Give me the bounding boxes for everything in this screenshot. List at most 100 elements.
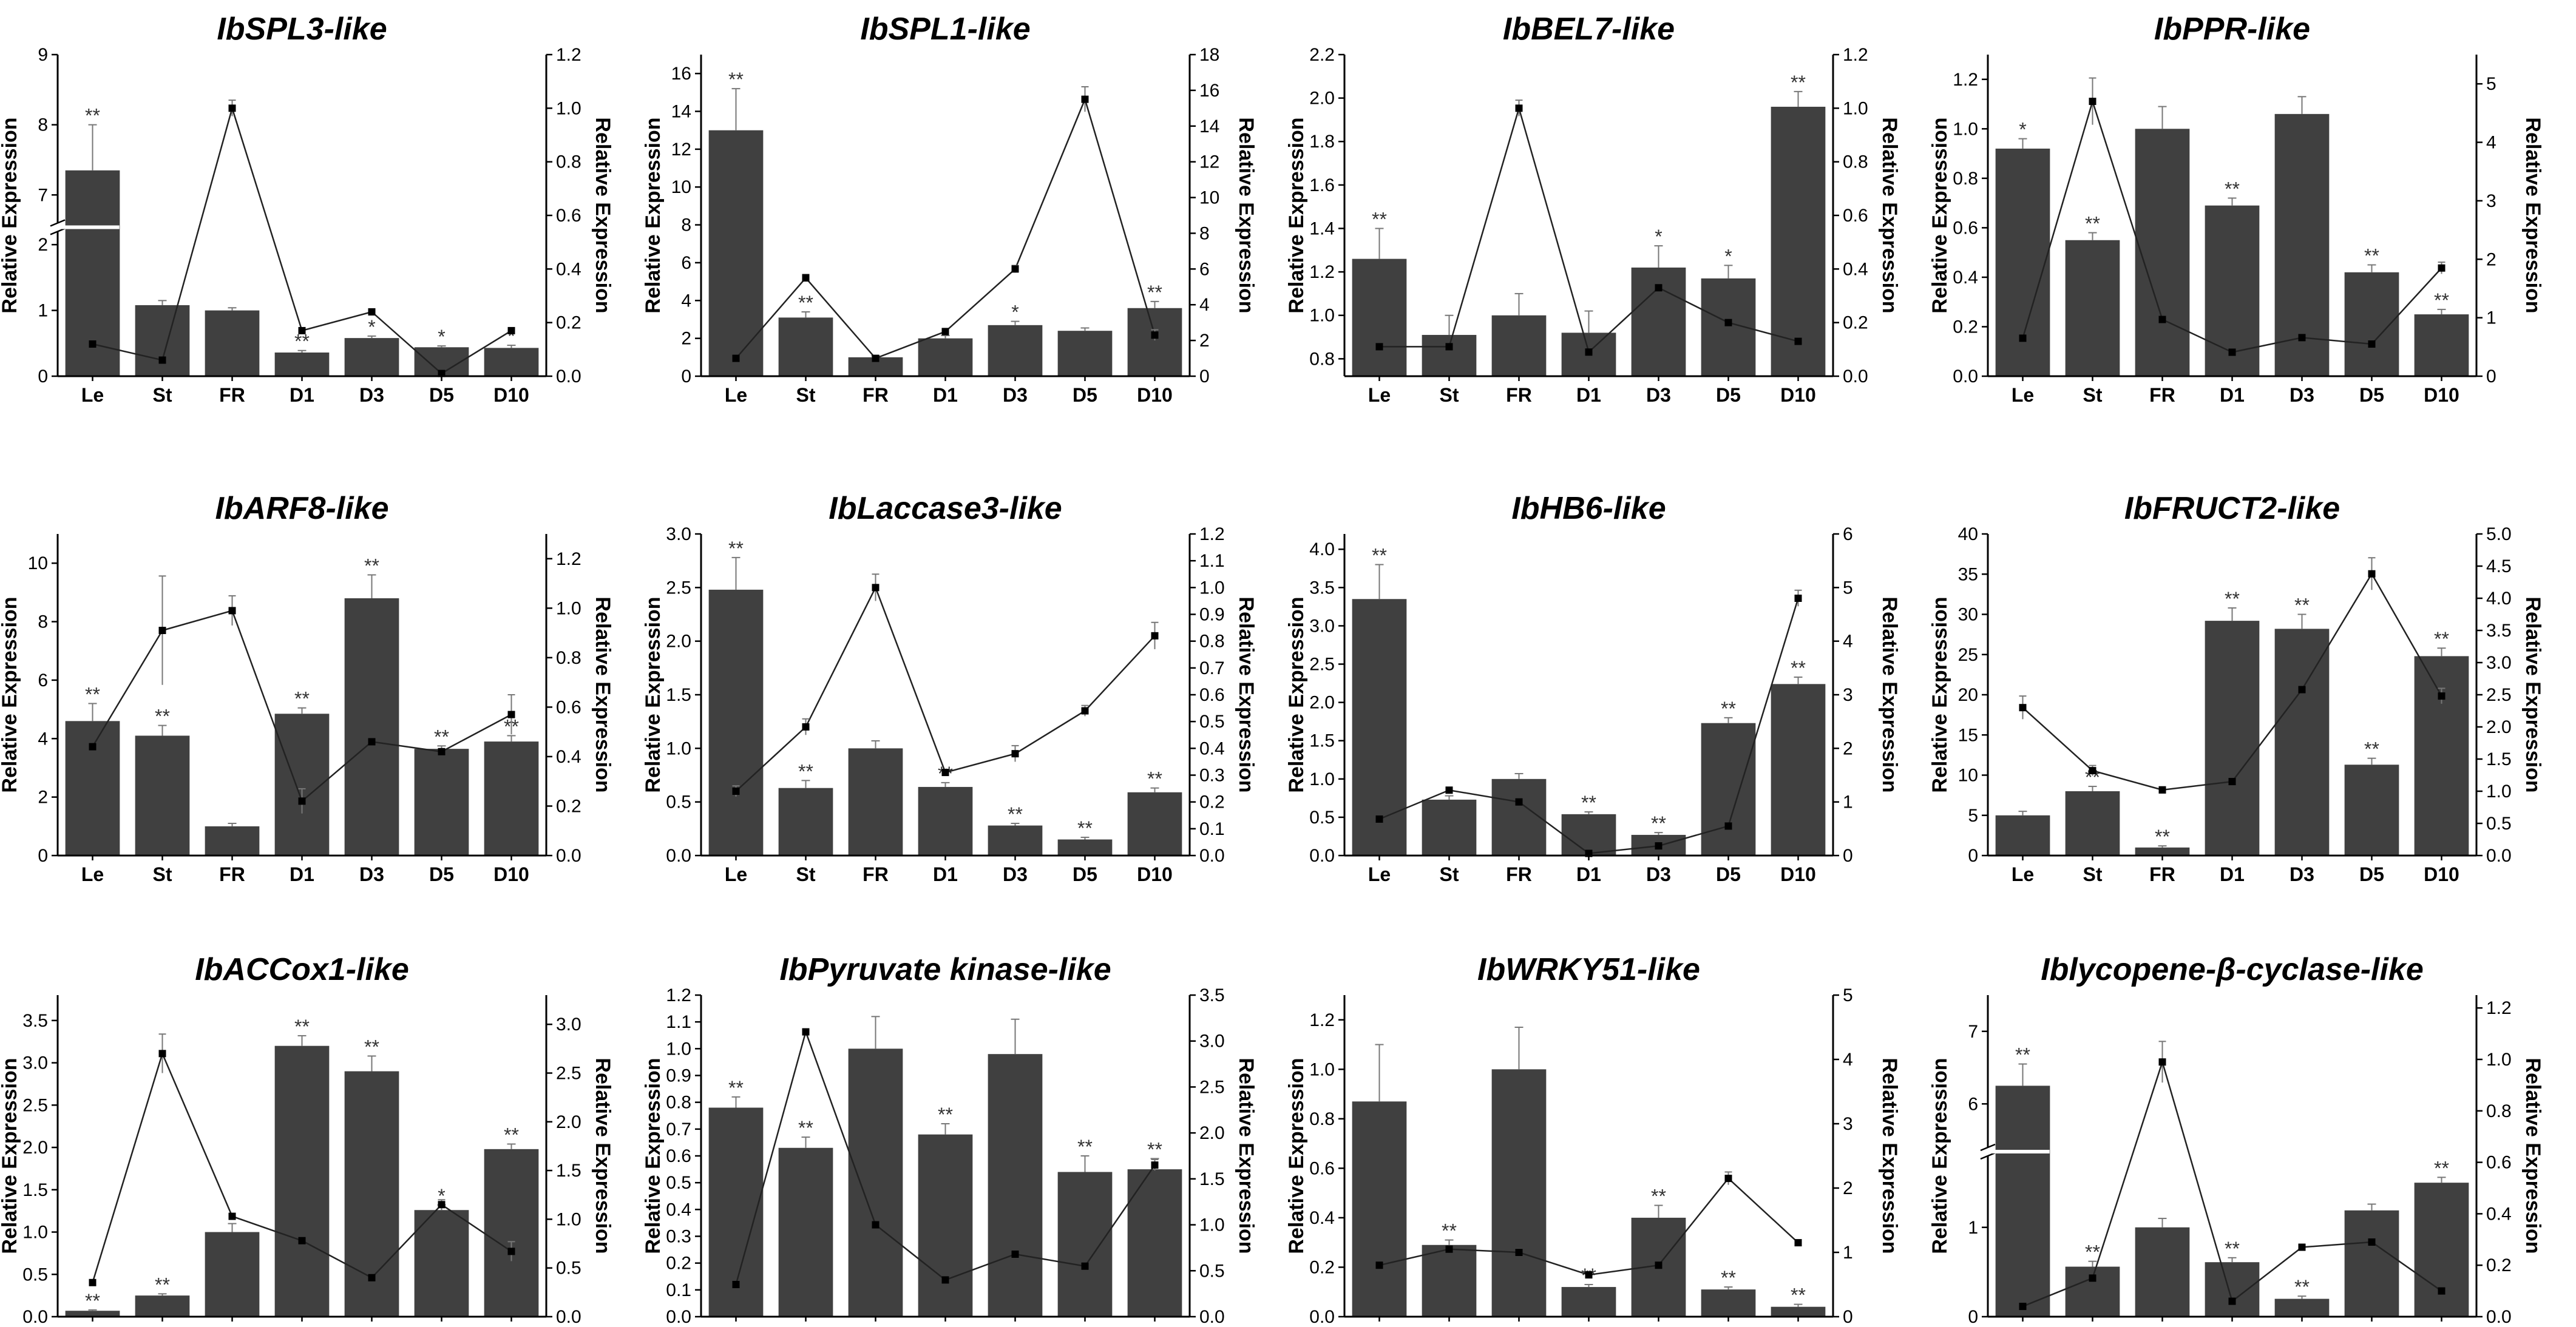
line-point — [2228, 778, 2236, 786]
x-tick-label: D5 — [1716, 1325, 1741, 1327]
y-tick-label: 1.5 — [1309, 731, 1335, 751]
y-tick-label: 1.2 — [1953, 70, 1978, 90]
y-tick-label: 1.2 — [1309, 1010, 1335, 1030]
y-tick-label: 0.0 — [1309, 846, 1335, 866]
significance-label: ** — [294, 1016, 310, 1038]
y-tick-label: 0.6 — [1309, 1158, 1335, 1178]
y-tick-label: 0.0 — [666, 1307, 691, 1327]
x-tick-label: D5 — [429, 384, 454, 406]
y2-tick-label: 1.0 — [556, 98, 581, 118]
y-tick-label: 8 — [681, 215, 691, 235]
x-tick-label: FR — [2149, 1325, 2175, 1327]
chart-title: IbLaccase3-like — [829, 491, 1062, 526]
y-tick-label: 0.0 — [1953, 366, 1978, 387]
bar — [988, 1054, 1043, 1317]
y2-tick-label: 3.5 — [2486, 621, 2512, 641]
y2-tick-label: 5 — [1843, 985, 1853, 1005]
x-tick-label: D5 — [1716, 863, 1741, 885]
x-tick-label: St — [796, 384, 816, 406]
bar — [1422, 334, 1477, 376]
chart-panel: Iblycopene-β-cyclase-like ** ** ** ** ** 0 1 6 7 0… — [1928, 952, 2544, 1327]
line-point — [298, 1237, 306, 1244]
line-point — [1794, 1239, 1802, 1247]
line-point — [2298, 686, 2306, 694]
x-tick-label: D1 — [1576, 863, 1601, 885]
y2-tick-label: 0.2 — [1199, 792, 1225, 812]
y-tick-label: 25 — [1958, 645, 1978, 665]
x-tick-label: D1 — [1576, 1325, 1601, 1327]
y-tick-label: 0.0 — [1309, 1307, 1335, 1327]
x-tick-label: D5 — [1073, 384, 1097, 406]
y-tick-label: 0.9 — [666, 1066, 691, 1086]
y-tick-label: 6 — [681, 253, 691, 273]
y2-tick-label: 5.0 — [2486, 524, 2512, 544]
y-tick-label: 0 — [38, 846, 48, 866]
y-tick-label: 8 — [38, 115, 48, 135]
y2-tick-label: 0.6 — [556, 206, 581, 226]
x-tick-label: D5 — [429, 863, 454, 885]
y-tick-label: 30 — [1958, 605, 1978, 625]
bar — [988, 825, 1043, 856]
y-tick-label: 0.1 — [666, 1280, 691, 1300]
chart-panel: IbARF8-like********** **02468100.00.20.40… — [0, 491, 614, 885]
x-tick-label: D5 — [2359, 1325, 2384, 1327]
y-axis-title: Relative Expression — [642, 596, 665, 792]
y2-tick-label: 2.0 — [556, 1112, 581, 1132]
x-tick-label: FR — [1506, 384, 1532, 406]
line-point — [1794, 337, 1802, 345]
significance-label: ** — [1372, 544, 1387, 566]
y2-tick-label: 2 — [1843, 1178, 1853, 1198]
line-point — [2158, 316, 2166, 323]
y-tick-label: 1.0 — [22, 1223, 48, 1243]
y2-tick-label: 1.0 — [2486, 1050, 2512, 1070]
significance-label: * — [438, 326, 445, 348]
line-point — [298, 326, 306, 334]
significance-label: ** — [798, 1117, 813, 1139]
y2-tick-label: 2 — [1199, 331, 1210, 351]
x-tick-label: D10 — [1780, 863, 1816, 885]
line-point — [1151, 632, 1159, 640]
line-point — [2158, 786, 2166, 794]
significance-label: ** — [2434, 628, 2449, 650]
x-tick-label: D10 — [493, 384, 529, 406]
line-point — [872, 354, 880, 362]
line-point — [1445, 343, 1453, 351]
y2-tick-label: 0.8 — [1199, 632, 1225, 652]
x-tick-label: FR — [1506, 1325, 1532, 1327]
line-point — [941, 1276, 949, 1284]
chart-panel: IbFRUCT2-like****** ******051015202530354… — [1928, 491, 2544, 885]
y2-tick-label: 2.5 — [2486, 685, 2512, 705]
bar — [1422, 799, 1477, 856]
chart-panel: IbSPL1-like**** ***0246810121416024681012… — [642, 12, 1258, 406]
y-tick-label: 4 — [681, 291, 691, 311]
bar — [2274, 113, 2330, 376]
x-tick-label: D5 — [2359, 384, 2384, 406]
y2-tick-label: 2 — [2486, 249, 2496, 269]
x-tick-label: D3 — [1003, 384, 1028, 406]
x-tick-label: St — [153, 863, 172, 885]
y-tick-label: 0.3 — [666, 1227, 691, 1247]
y-tick-label: 2.0 — [1309, 693, 1335, 713]
x-tick-label: St — [2083, 863, 2103, 885]
bar — [1422, 1244, 1477, 1317]
bar — [918, 786, 973, 856]
x-tick-label: Le — [1368, 863, 1391, 885]
y2-tick-label: 0.6 — [1843, 206, 1868, 226]
y2-tick-label: 4 — [2486, 133, 2496, 153]
bar — [778, 1147, 833, 1317]
y2-axis-title: Relative Expression — [1878, 1058, 1901, 1254]
bar — [1701, 1289, 1756, 1317]
bar-break-gap — [59, 225, 120, 229]
y-tick-label: 20 — [1958, 685, 1978, 705]
x-tick-label: D3 — [1646, 1325, 1671, 1327]
x-tick-label: D1 — [290, 1325, 314, 1327]
bar — [988, 325, 1043, 376]
line-point — [2438, 264, 2446, 272]
y-tick-label: 0.5 — [666, 792, 691, 812]
significance-label: ** — [504, 1124, 519, 1146]
y2-tick-label: 3 — [1843, 685, 1853, 705]
y2-tick-label: 5 — [2486, 74, 2496, 94]
line-point — [1151, 1161, 1159, 1169]
y2-tick-label: 1.0 — [1843, 98, 1868, 118]
line-point — [438, 748, 446, 755]
